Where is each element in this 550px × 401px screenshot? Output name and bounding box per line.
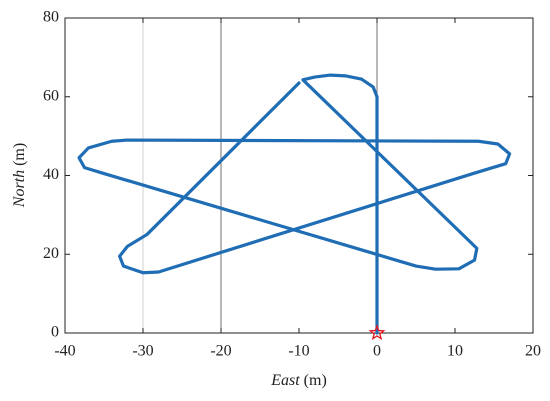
x-axis-label: East (m) (270, 372, 327, 389)
y-tick-label: 20 (43, 245, 59, 262)
x-tick-label: -30 (132, 343, 153, 360)
y-tick-label: 60 (43, 87, 59, 104)
y-tick-label: 0 (51, 324, 59, 341)
x-tick-label: -10 (288, 343, 309, 360)
y-tick-label: 80 (43, 9, 59, 26)
x-tick-label: 0 (373, 343, 381, 360)
x-tick-label: 20 (525, 343, 541, 360)
x-tick-label: 10 (447, 343, 463, 360)
y-tick-label: 40 (43, 166, 59, 183)
trajectory-line (77, 73, 512, 335)
start-marker (368, 324, 386, 341)
x-tick-label: -40 (54, 343, 75, 360)
y-axis-label: North (m) (11, 143, 28, 208)
x-tick-label: -20 (210, 343, 231, 360)
